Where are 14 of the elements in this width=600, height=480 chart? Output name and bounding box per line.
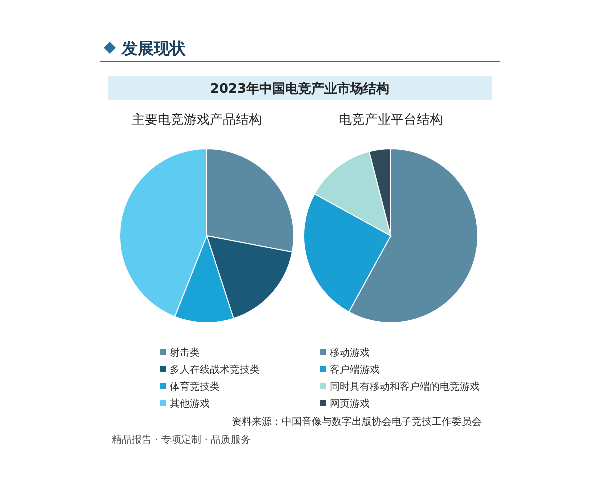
legend-label: 客户端游戏: [330, 364, 380, 376]
legend-label: 移动游戏: [330, 347, 370, 359]
legend-label: 多人在线战术竞技类: [170, 364, 260, 376]
legend-label: 体育竞技类: [170, 381, 220, 393]
text: 精品报告 · 专项定制 · 品质服务: [112, 434, 252, 446]
text: 资料来源：中国音像与数字出版协会电子竞技工作委员会: [232, 416, 482, 428]
legend-label: 射击类: [170, 347, 200, 359]
legend-label: 同时具有移动和客户端的电竞游戏: [330, 381, 480, 393]
text: 发展现状: [121, 39, 187, 58]
legend-label: 其他游戏: [170, 398, 210, 410]
text: 2023年中国电竞产业市场结构: [210, 81, 390, 97]
chart-title: 电竞产业平台结构: [339, 113, 443, 128]
chart-title: 主要电竞游戏产品结构: [132, 112, 262, 128]
legend-label: 网页游戏: [330, 398, 370, 410]
